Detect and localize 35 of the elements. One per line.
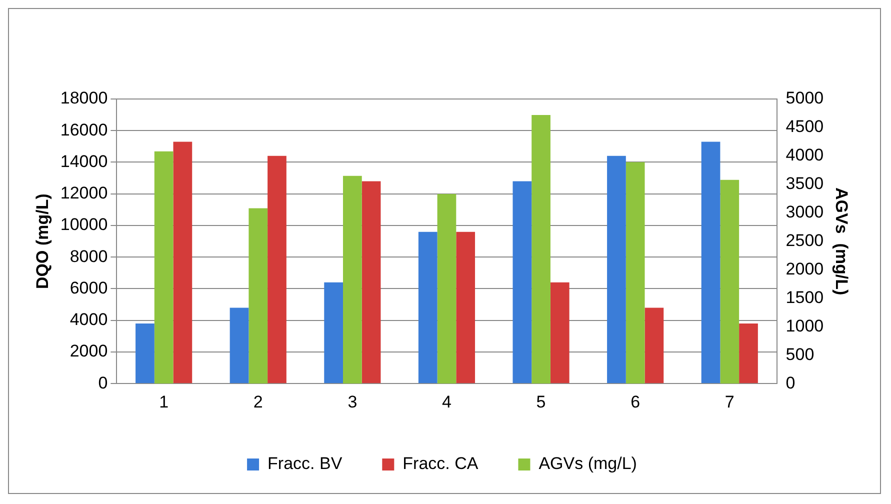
y-tick-label: 12000 — [60, 184, 108, 203]
y-tick-label: 0 — [98, 373, 108, 392]
y2-tick-label: 3000 — [786, 202, 824, 222]
x-tick-label: 5 — [536, 392, 546, 412]
y-tick-label: 18000 — [60, 88, 108, 108]
y-tick-label: 16000 — [60, 120, 108, 140]
y2-tick-label: 4500 — [786, 117, 824, 136]
legend-label: AGVs (mg/L) — [538, 454, 637, 474]
x-tick-label: 6 — [630, 392, 640, 412]
y-axis-title: DQO (mg/L) — [32, 194, 52, 289]
x-tick-label: 4 — [442, 392, 452, 412]
x-tick-label: 3 — [348, 392, 358, 412]
y-tick-label: 2000 — [70, 342, 108, 361]
x-tick-label: 1 — [159, 392, 169, 412]
y2-tick-label: 1500 — [786, 288, 824, 307]
y2-tick-label: 5000 — [786, 88, 824, 108]
y-tick-label: 6000 — [70, 278, 108, 298]
legend-label: Fracc. BV — [268, 454, 343, 474]
y2-tick-label: 500 — [786, 344, 814, 364]
x-tick-label: 2 — [253, 392, 263, 412]
y-tick-label: 10000 — [60, 215, 108, 234]
bar — [739, 324, 758, 384]
y2-tick-label: 2500 — [786, 230, 824, 250]
y2-tick-label: 1000 — [786, 316, 824, 336]
y-tick-label: 14000 — [60, 152, 108, 171]
y-tick-label: 4000 — [70, 310, 108, 330]
legend-label: Fracc. CA — [402, 454, 479, 474]
y2-tick-label: 3500 — [786, 174, 824, 194]
y2-tick-label: 2000 — [786, 259, 824, 278]
y2-tick-label: 0 — [786, 373, 796, 392]
x-tick-label: 7 — [724, 392, 734, 412]
y-tick-label: 8000 — [70, 246, 108, 266]
y2-tick-label: 4000 — [786, 146, 824, 165]
y2-axis-title: AGVs (mg/L) — [832, 187, 852, 296]
bar — [136, 324, 154, 384]
